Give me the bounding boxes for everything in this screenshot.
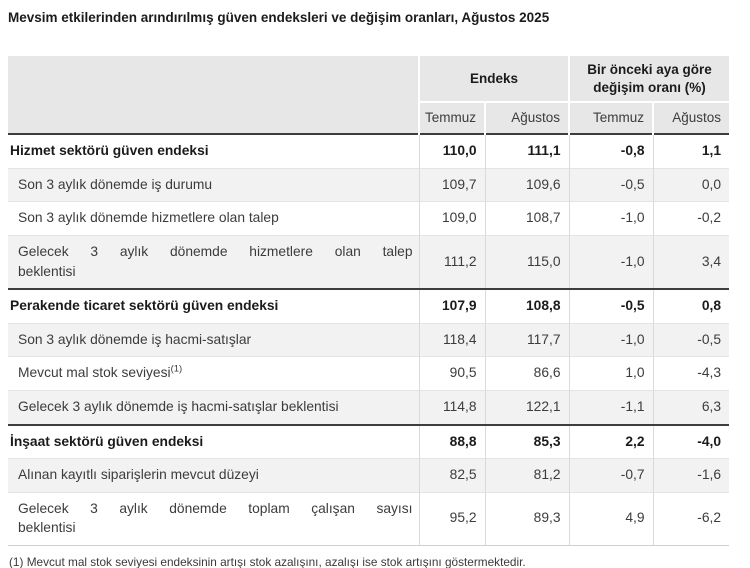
row-label-line2: beklentisi (18, 520, 76, 536)
endeks-agustos-value: 115,0 (484, 235, 569, 290)
row-label: Son 3 aylık dönemde iş hacmi-satışlar (8, 322, 419, 357)
table-row: Alınan kayıtlı siparişlerin mevcut düzey… (8, 458, 730, 493)
table-row: Gelecek 3 aylık dönemde iş hacmi-satışla… (8, 389, 730, 425)
endeks-agustos-value: 109,6 (484, 167, 569, 202)
degisim-temmuz-value: 4,9 (568, 491, 653, 546)
table-row: Son 3 aylık dönemde hizmetlere olan tale… (8, 201, 730, 236)
degisim-temmuz-value: -0,7 (568, 458, 653, 493)
confidence-indices-table: Endeks Bir önceki aya göre değişim oranı… (8, 55, 730, 546)
row-label: İnşaat sektörü güven endeksi (8, 423, 419, 459)
degisim-agustos-value: 0,8 (652, 288, 730, 324)
degisim-agustos-value: -4,3 (652, 356, 730, 391)
endeks-agustos-value: 81,2 (484, 458, 569, 493)
row-label: Son 3 aylık dönemde iş durumu (8, 167, 419, 202)
row-label: Son 3 aylık dönemde hizmetlere olan tale… (8, 201, 419, 236)
endeks-temmuz-value: 110,0 (418, 133, 485, 169)
row-label: Alınan kayıtlı siparişlerin mevcut düzey… (8, 458, 419, 493)
row-label: Gelecek 3 aylık dönemde toplam çalışan s… (8, 491, 419, 546)
table-header: Endeks Bir önceki aya göre değişim oranı… (8, 55, 730, 135)
degisim-agustos-value: 1,1 (652, 133, 730, 169)
footnote-marker: (1) (170, 363, 183, 375)
endeks-temmuz-value: 111,2 (418, 235, 485, 290)
endeks-temmuz-value: 82,5 (418, 458, 485, 493)
degisim-temmuz-value: -1,0 (568, 235, 653, 290)
degisim-agustos-value: -4,0 (652, 423, 730, 459)
endeks-temmuz-value: 109,0 (418, 201, 485, 236)
row-label: Gelecek 3 aylık dönemde hizmetlere olan … (8, 235, 419, 290)
header-sub-row: Temmuz Ağustos Temmuz Ağustos (8, 101, 730, 135)
endeks-temmuz-value: 95,2 (418, 491, 485, 546)
page-title: Mevsim etkilerinden arındırılmış güven e… (8, 10, 550, 25)
header-degisim-agustos: Ağustos (651, 101, 730, 135)
table-body: Hizmet sektörü güven endeksi 110,0 111,1… (8, 133, 730, 546)
endeks-temmuz-value: 88,8 (418, 423, 485, 459)
row-label: Mevcut mal stok seviyesi(1) (8, 356, 419, 391)
degisim-agustos-value: -1,6 (652, 458, 730, 493)
row-label: Perakende ticaret sektörü güven endeksi (8, 288, 419, 324)
degisim-agustos-value: 6,3 (652, 389, 730, 425)
header-endeks-temmuz: Temmuz (418, 101, 485, 135)
endeks-agustos-value: 111,1 (484, 133, 569, 169)
degisim-temmuz-value: 2,2 (568, 423, 653, 459)
degisim-temmuz-value: -0,8 (568, 133, 653, 169)
endeks-temmuz-value: 109,7 (418, 167, 485, 202)
endeks-agustos-value: 108,8 (484, 288, 569, 324)
degisim-agustos-value: -0,2 (652, 201, 730, 236)
header-group-degisim: Bir önceki aya göre değişim oranı (%) (567, 55, 730, 103)
header-endeks-agustos: Ağustos (484, 101, 569, 135)
table-row: Hizmet sektörü güven endeksi 110,0 111,1… (8, 133, 730, 169)
row-label-line2: beklentisi (18, 263, 76, 279)
degisim-agustos-value: -6,2 (652, 491, 730, 546)
endeks-agustos-value: 85,3 (484, 423, 569, 459)
degisim-temmuz-value: -1,1 (568, 389, 653, 425)
table-row: İnşaat sektörü güven endeksi 88,8 85,3 2… (8, 423, 730, 459)
header-group-row: Endeks Bir önceki aya göre değişim oranı… (8, 55, 730, 135)
degisim-temmuz-value: -1,0 (568, 322, 653, 357)
degisim-agustos-value: 3,4 (652, 235, 730, 290)
degisim-temmuz-value: -0,5 (568, 288, 653, 324)
header-blank-cell (8, 55, 419, 135)
degisim-temmuz-value: -0,5 (568, 167, 653, 202)
table-row: Gelecek 3 aylık dönemde toplam çalışan s… (8, 491, 730, 546)
table-row: Perakende ticaret sektörü güven endeksi … (8, 288, 730, 324)
row-label-line1: Gelecek 3 aylık dönemde hizmetlere olan … (18, 244, 413, 260)
footnote: (1) Mevcut mal stok seviyesi endeksinin … (9, 554, 526, 568)
header-group-endeks: Endeks (418, 55, 569, 103)
degisim-agustos-value: 0,0 (652, 167, 730, 202)
degisim-temmuz-value: -1,0 (568, 201, 653, 236)
endeks-agustos-value: 122,1 (484, 389, 569, 425)
degisim-agustos-value: -0,5 (652, 322, 730, 357)
row-label-line1: Gelecek 3 aylık dönemde toplam çalışan s… (18, 500, 413, 516)
endeks-temmuz-value: 90,5 (418, 356, 485, 391)
endeks-agustos-value: 86,6 (484, 356, 569, 391)
endeks-temmuz-value: 107,9 (418, 288, 485, 324)
table-row: Mevcut mal stok seviyesi(1) 90,5 86,6 1,… (8, 356, 730, 391)
row-label-text: Mevcut mal stok seviyesi (18, 365, 171, 381)
header-degisim-temmuz: Temmuz (568, 101, 653, 135)
degisim-temmuz-value: 1,0 (568, 356, 653, 391)
row-label: Hizmet sektörü güven endeksi (8, 133, 419, 169)
row-label: Gelecek 3 aylık dönemde iş hacmi-satışla… (8, 389, 419, 425)
table-row: Son 3 aylık dönemde iş durumu 109,7 109,… (8, 167, 730, 202)
endeks-temmuz-value: 118,4 (418, 322, 485, 357)
table-row: Gelecek 3 aylık dönemde hizmetlere olan … (8, 235, 730, 290)
endeks-temmuz-value: 114,8 (418, 389, 485, 425)
endeks-agustos-value: 117,7 (484, 322, 569, 357)
endeks-agustos-value: 108,7 (484, 201, 569, 236)
table-row: Son 3 aylık dönemde iş hacmi-satışlar 11… (8, 322, 730, 357)
endeks-agustos-value: 89,3 (484, 491, 569, 546)
